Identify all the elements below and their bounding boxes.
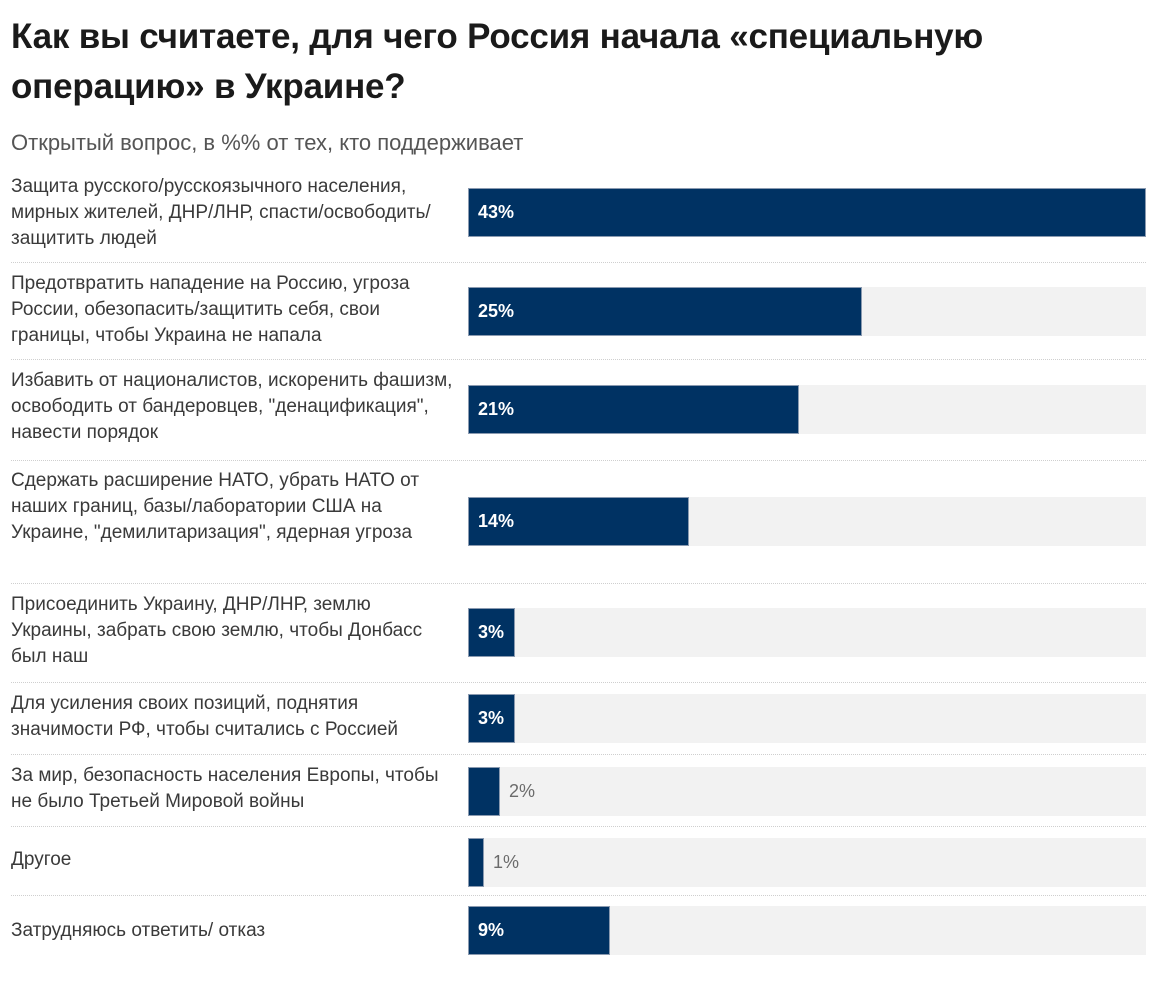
value-label: 9% <box>478 920 505 940</box>
value-label: 43% <box>478 202 515 222</box>
value-label: 14% <box>478 511 515 531</box>
category-label: Затрудняюсь ответить/ отказ <box>11 920 266 941</box>
bar-chart: Защита русского/русскоязычного населения… <box>11 172 1146 966</box>
bar <box>468 385 799 434</box>
bar <box>468 188 1146 237</box>
bar <box>468 694 515 743</box>
category-label: Для усиления своих позиций, поднятия зна… <box>11 693 399 740</box>
value-label: 21% <box>478 399 515 419</box>
chart-subtitle: Открытый вопрос, в %% от тех, кто поддер… <box>11 130 524 155</box>
category-label: Другое <box>11 849 72 870</box>
bar-track: 25% <box>468 287 1146 336</box>
value-label: 25% <box>478 301 515 321</box>
chart-row: Затрудняюсь ответить/ отказ 9% <box>11 896 1146 966</box>
category-label: Защита русского/русскоязычного населения… <box>11 176 431 249</box>
chart-row: Сдержать расширение НАТО, убрать НАТО от… <box>11 461 1146 584</box>
bar <box>468 287 862 336</box>
chart-row: Избавить от националистов, искоренить фа… <box>11 360 1146 461</box>
category-label: Предотвратить нападение на Россию, угроз… <box>11 273 410 346</box>
chart-title: Как вы считаете, для чего Россия начала … <box>11 17 984 106</box>
value-label: 3% <box>478 708 505 728</box>
chart-row: Защита русского/русскоязычного населения… <box>11 172 1146 263</box>
bar <box>468 608 515 657</box>
chart-row: Другое 1% <box>11 827 1146 896</box>
bar-track: 43% <box>468 188 1146 237</box>
bar-track: 3% <box>468 694 1146 743</box>
chart-row: Присоединить Украину, ДНР/ЛНР, землю Укр… <box>11 584 1146 683</box>
value-label: 1% <box>493 852 520 872</box>
category-label: Избавить от националистов, искоренить фа… <box>11 370 453 443</box>
chart-row: Для усиления своих позиций, поднятия зна… <box>11 683 1146 755</box>
value-label: 2% <box>509 781 536 801</box>
bar-track: 21% <box>468 385 1146 434</box>
bar <box>468 906 610 955</box>
category-label: За мир, безопасность населения Европы, ч… <box>11 765 439 812</box>
value-label: 3% <box>478 622 505 642</box>
chart-row: Предотвратить нападение на Россию, угроз… <box>11 263 1146 360</box>
chart-row: За мир, безопасность населения Европы, ч… <box>11 755 1146 827</box>
category-label: Сдержать расширение НАТО, убрать НАТО от… <box>11 470 420 543</box>
bar-track: 2% <box>468 767 1146 816</box>
bar-track: 1% <box>468 838 1146 887</box>
bar <box>468 767 500 816</box>
category-label: Присоединить Украину, ДНР/ЛНР, землю Укр… <box>11 594 423 667</box>
bar-track: 3% <box>468 608 1146 657</box>
bar <box>468 838 484 887</box>
bar-track: 14% <box>468 497 1146 546</box>
bar <box>468 497 689 546</box>
bar-track: 9% <box>468 906 1146 955</box>
